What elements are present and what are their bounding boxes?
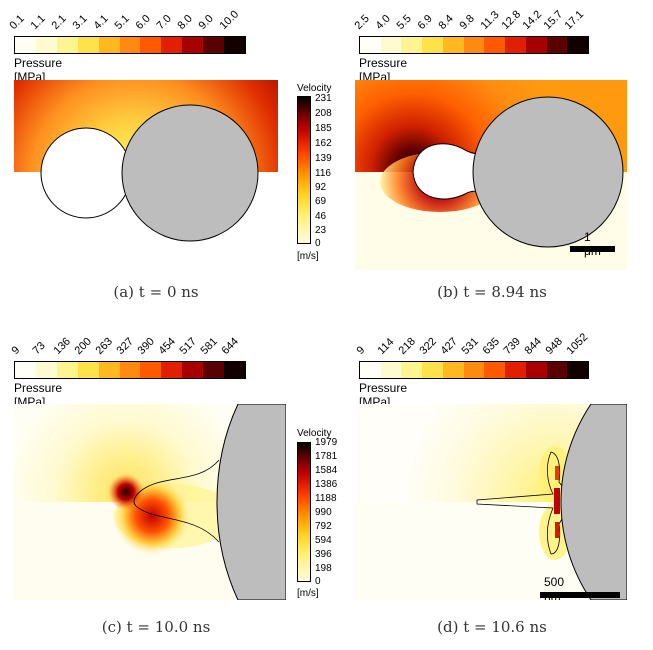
velocity-tick-label: 1584 bbox=[315, 465, 338, 476]
velocity-tick-label: 116 bbox=[315, 168, 331, 179]
pressure-tick-label: 9 bbox=[354, 344, 368, 357]
pressure-tick-label: 1.1 bbox=[28, 12, 48, 32]
pressure-tick-label: 948 bbox=[543, 335, 565, 357]
caption: (d) t = 10.6 ns bbox=[437, 618, 547, 636]
simulation-plot bbox=[355, 404, 627, 600]
velocity-tick-label: 1979 bbox=[315, 437, 338, 448]
pressure-tick-label: 517 bbox=[177, 335, 199, 357]
pressure-tick-label: 739 bbox=[501, 335, 523, 357]
velocity-tick-label: 1781 bbox=[315, 451, 338, 462]
velocity-unit: [m/s] bbox=[297, 588, 319, 599]
velocity-tick-label: 594 bbox=[315, 535, 332, 546]
velocity-tick-label: 231 bbox=[315, 93, 332, 104]
pressure-tick-label: 4.1 bbox=[91, 12, 111, 32]
scale-bar-label: 500 nm bbox=[544, 575, 565, 603]
velocity-tick-label: 46 bbox=[315, 211, 327, 222]
pressure-tick-label: 114 bbox=[375, 336, 397, 357]
velocity-tick-label: 0 bbox=[315, 238, 321, 249]
pressure-tick-label: 1052 bbox=[564, 331, 591, 357]
pressure-tick-label: 9.0 bbox=[196, 12, 216, 32]
pressure-tick-label: 263 bbox=[93, 335, 115, 357]
pressure-tick-label: 8.4 bbox=[436, 12, 456, 32]
velocity-colorbar-title: Velocity bbox=[297, 428, 332, 439]
velocity-unit: [m/s] bbox=[297, 251, 319, 262]
pressure-tick-label: 635 bbox=[480, 335, 502, 357]
pressure-tick-label: 581 bbox=[198, 335, 220, 357]
pressure-tick-label: 218 bbox=[396, 335, 418, 357]
pressure-tick-label: 8.0 bbox=[175, 12, 195, 32]
velocity-tick-label: 208 bbox=[315, 108, 332, 119]
pressure-colorbar bbox=[359, 36, 589, 54]
pressure-tick-label: 9.8 bbox=[457, 12, 477, 32]
velocity-tick-label: 185 bbox=[315, 123, 332, 134]
caption: (c) t = 10.0 ns bbox=[101, 618, 211, 636]
pressure-tick-label: 6.9 bbox=[415, 12, 435, 32]
pressure-tick-label: 3.1 bbox=[70, 12, 90, 32]
velocity-tick-label: 0 bbox=[315, 576, 321, 587]
velocity-colorbar bbox=[297, 96, 311, 244]
pressure-tick-label: 9 bbox=[9, 344, 23, 357]
pressure-tick-label: 427 bbox=[438, 335, 460, 357]
pressure-tick-label: 5.1 bbox=[112, 12, 132, 32]
pressure-tick-label: 454 bbox=[156, 335, 178, 357]
pressure-tick-label: 10.0 bbox=[217, 8, 242, 33]
pressure-tick-label: 531 bbox=[459, 335, 481, 357]
simulation-plot bbox=[355, 80, 627, 270]
velocity-tick-label: 198 bbox=[315, 563, 332, 574]
scale-bar-label: 1 μm bbox=[584, 230, 601, 258]
pressure-tick-label: 390 bbox=[135, 335, 157, 357]
velocity-tick-label: 1188 bbox=[315, 493, 337, 504]
pressure-tick-label: 2.1 bbox=[49, 12, 69, 32]
pressure-tick-label: 6.0 bbox=[133, 12, 153, 32]
pressure-tick-label: 322 bbox=[417, 335, 439, 357]
caption: (b) t = 8.94 ns bbox=[437, 283, 547, 301]
pressure-tick-label: 73 bbox=[30, 339, 48, 357]
pressure-tick-label: 0.1 bbox=[7, 12, 27, 32]
pressure-tick-label: 11.3 bbox=[478, 8, 502, 32]
velocity-tick-label: 92 bbox=[315, 182, 327, 193]
scale-bar bbox=[570, 246, 615, 252]
pressure-tick-label: 7.0 bbox=[154, 12, 174, 32]
pressure-colorbar bbox=[14, 361, 246, 379]
pressure-tick-label: 4.0 bbox=[373, 12, 393, 32]
simulation-plot bbox=[14, 404, 286, 600]
caption: (a) t = 0 ns bbox=[113, 283, 199, 301]
velocity-tick-label: 1386 bbox=[315, 479, 338, 490]
pressure-colorbar bbox=[14, 36, 246, 54]
velocity-tick-label: 69 bbox=[315, 196, 327, 207]
pressure-tick-label: 17.1 bbox=[562, 8, 587, 33]
pressure-tick-label: 2.5 bbox=[352, 12, 372, 32]
simulation-plot bbox=[14, 80, 278, 270]
pressure-tick-label: 644 bbox=[219, 335, 241, 357]
pressure-tick-label: 327 bbox=[114, 335, 136, 357]
pressure-colorbar bbox=[359, 361, 589, 379]
velocity-colorbar-title: Velocity bbox=[297, 83, 332, 94]
pressure-tick-label: 844 bbox=[522, 335, 544, 357]
velocity-tick-label: 792 bbox=[315, 521, 332, 532]
pressure-tick-label: 5.5 bbox=[394, 12, 414, 32]
velocity-tick-label: 396 bbox=[315, 549, 332, 560]
velocity-colorbar bbox=[297, 442, 311, 582]
pressure-tick-label: 136 bbox=[51, 335, 73, 357]
velocity-tick-label: 23 bbox=[315, 225, 327, 236]
velocity-tick-label: 139 bbox=[315, 153, 332, 164]
velocity-tick-label: 990 bbox=[315, 507, 332, 518]
pressure-tick-label: 200 bbox=[72, 335, 94, 357]
pressure-tick-label: 14.2 bbox=[520, 8, 545, 33]
velocity-tick-label: 162 bbox=[315, 138, 332, 149]
scale-bar bbox=[540, 592, 620, 598]
pressure-tick-label: 15.7 bbox=[541, 8, 566, 33]
pressure-tick-label: 12.8 bbox=[499, 8, 524, 33]
